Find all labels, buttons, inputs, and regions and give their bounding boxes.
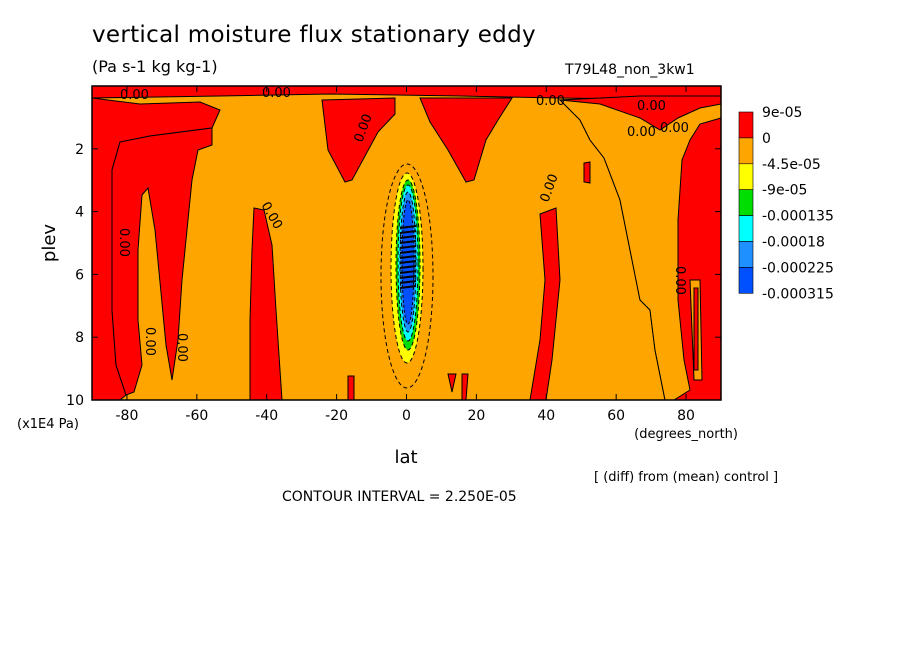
- x-tick-label: 20: [467, 408, 485, 424]
- region-right-red-sliver: [693, 287, 699, 371]
- region-minus40: [249, 207, 283, 400]
- colorbar-swatch: [738, 241, 754, 268]
- y-axis-units: (x1E4 Pa): [17, 417, 79, 432]
- hatch-mark: [399, 260, 417, 264]
- hatch-mark: [399, 285, 417, 289]
- y-tick-label: 2: [75, 142, 84, 158]
- diff-label: [ (diff) from (mean) control ]: [594, 470, 779, 485]
- hatch-mark: [399, 240, 417, 244]
- colorbar-label: 9e-05: [762, 105, 802, 121]
- x-axis-label: lat: [394, 447, 417, 468]
- hatch-mark: [399, 280, 417, 284]
- x-tick-label: 40: [537, 408, 555, 424]
- region-plus40: [529, 207, 561, 400]
- colorbar-label: -0.000315: [762, 286, 834, 302]
- y-tick-label: 8: [75, 330, 84, 346]
- y-axis-label: plev: [39, 224, 60, 263]
- y-tick-label: 10: [66, 393, 84, 409]
- colorbar-swatch: [738, 111, 754, 139]
- colorbar-swatch: [738, 137, 754, 165]
- region-top-central-right: [419, 97, 513, 183]
- plume-contour-hatch: [399, 225, 417, 289]
- contour-label: 0.00: [627, 125, 656, 140]
- x-tick-label: 60: [607, 408, 625, 424]
- y-tick-label: 4: [75, 205, 84, 221]
- contour-label: 0.00: [637, 99, 666, 114]
- x-tick-label: -40: [255, 408, 278, 424]
- colorbar-label: 0: [762, 131, 771, 147]
- hatch-mark: [399, 265, 417, 269]
- colorbar-label: -0.000135: [762, 209, 834, 225]
- contour-label: 0.00: [660, 121, 689, 136]
- axes: -80 -60 -40 -20 0 20 40 60 80 2 4 6 8 10 lat (degrees_n…: [17, 86, 738, 468]
- x-tick-label: -80: [116, 408, 139, 424]
- x-tick-label: -20: [325, 408, 348, 424]
- contour-label: 0.00: [120, 88, 149, 103]
- colorbar-label: -0.00018: [762, 235, 825, 251]
- colorbar-label: -0.000225: [762, 260, 834, 276]
- region-spot-a: [583, 161, 591, 184]
- hatch-mark: [399, 230, 417, 234]
- x-tick-label: 80: [677, 408, 695, 424]
- x-axis-units: (degrees_north): [634, 427, 738, 442]
- contour-label: 0.00: [536, 94, 565, 109]
- hatch-mark: [399, 225, 417, 229]
- region-top-strip: [92, 86, 721, 101]
- colorbar: 9e-05 0 -4.5e-05 -9e-05 -0.000135 -0.00018 -0.…: [738, 105, 834, 302]
- hatch-mark: [399, 235, 417, 239]
- region-top-central-left: [321, 97, 396, 183]
- contour-label: 0.00: [672, 266, 687, 295]
- hatch-mark: [399, 275, 417, 279]
- colorbar-label: -9e-05: [762, 183, 807, 199]
- region-spot-b: [347, 375, 355, 400]
- contour-label: 0.00: [262, 86, 291, 101]
- contour-label: 0.00: [142, 327, 157, 356]
- region-spot-d: [461, 373, 469, 400]
- contour-label: 0.00: [116, 228, 131, 257]
- hatch-mark: [399, 250, 417, 254]
- region-right-orange-gap: [558, 99, 721, 400]
- colorbar-swatch: [738, 215, 754, 242]
- y-tick-label: 6: [75, 267, 84, 283]
- contour-label: 0.00: [174, 333, 189, 362]
- hatch-mark: [399, 255, 417, 259]
- hatch-mark: [399, 270, 417, 274]
- x-tick-label: 0: [402, 408, 411, 424]
- colorbar-swatch: [738, 267, 754, 294]
- x-tick-label: -60: [185, 408, 208, 424]
- region-spot-c: [447, 373, 457, 393]
- colorbar-swatch: [738, 163, 754, 191]
- region-left-inner: [111, 127, 213, 396]
- plot-area: 0.00 0.00 0.00 0.00 0.00 0.00 0.00 0.00 0.00 0.00…: [92, 86, 721, 400]
- chart-title: vertical moisture flux stationary eddy: [92, 22, 536, 48]
- hatch-mark: [399, 245, 417, 249]
- colorbar-swatch: [738, 189, 754, 216]
- units-label: (Pa s-1 kg kg-1): [92, 57, 218, 76]
- colorbar-label: -4.5e-05: [762, 157, 821, 173]
- run-label: T79L48_non_3kw1: [565, 62, 695, 78]
- contour-interval-label: CONTOUR INTERVAL = 2.250E-05: [282, 489, 517, 505]
